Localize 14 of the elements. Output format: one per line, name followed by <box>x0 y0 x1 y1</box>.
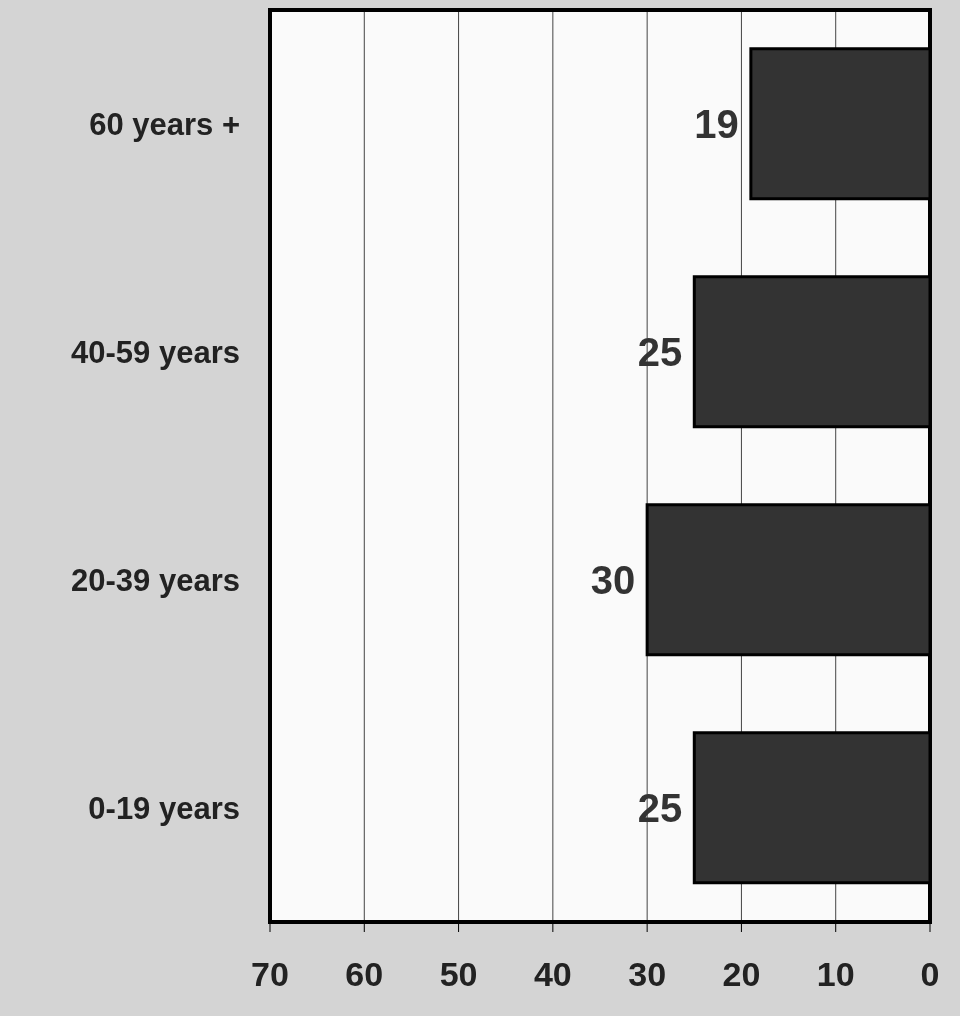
x-tick-label: 60 <box>345 955 384 994</box>
y-tick-label: 0-19 years <box>88 791 240 827</box>
x-tick-label: 40 <box>533 955 572 994</box>
x-tick-label: 50 <box>439 955 478 994</box>
y-tick-label: 40-59 years <box>71 335 240 371</box>
x-tick-label: 30 <box>628 955 667 994</box>
data-label: 30 <box>590 557 636 602</box>
x-tick-label: 20 <box>722 955 761 994</box>
x-tick-label: 70 <box>251 955 289 994</box>
y-tick-label: 20-39 years <box>71 563 240 599</box>
y-tick-label: 60 years + <box>89 107 240 143</box>
x-tick-label: 10 <box>816 955 855 994</box>
x-tick-label: 0 <box>920 955 940 994</box>
data-label: 19 <box>694 101 739 146</box>
